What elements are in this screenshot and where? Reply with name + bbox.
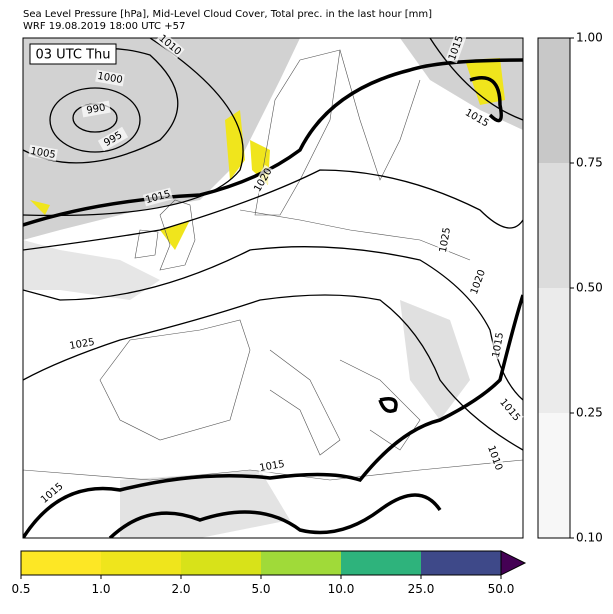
contour-label-bg [28, 144, 58, 162]
contour-label-bg [496, 395, 524, 425]
colorbar-tick-label: 2.0 [171, 582, 190, 596]
colorbar-tick-label: 5.0 [251, 582, 270, 596]
contour-label: 1025 [438, 227, 453, 254]
colorbar-segment [261, 551, 342, 575]
precip-colorbar: 0.5 1.0 2.0 5.0 10.0 25.0 50.0 [11, 550, 527, 596]
contour-label-bg [257, 457, 287, 475]
colorbar-tick-label: 50.0 [488, 582, 515, 596]
contour-label-bg [436, 225, 454, 255]
contour-label-bg [484, 442, 506, 474]
colorbar-segment [538, 38, 570, 163]
contour-label-bg [81, 100, 111, 118]
contour-label-bg [97, 126, 129, 152]
cloud-colorbar: 0.10 0.25 0.50 0.75 1.00 [537, 31, 603, 545]
cloud-area [120, 470, 290, 538]
contour-label-bg [67, 335, 97, 353]
colorbar-tick-label: 0.75 [576, 156, 603, 170]
colorbar-tick-label: 25.0 [408, 582, 435, 596]
contour-label-bg [142, 187, 174, 207]
contour-label-bg [489, 330, 507, 360]
contour-label-bg [445, 32, 467, 64]
colorbar-segment [181, 551, 262, 575]
colorbar-extend [500, 550, 527, 576]
colorbar-tick-label: 0.25 [576, 406, 603, 420]
title-line-2: WRF 19.08.2019 18:00 UTC +57 [23, 21, 185, 32]
colorbar-tick-label: 0.50 [576, 281, 603, 295]
colorbar-segment [421, 551, 502, 575]
contour-label: 1025 [69, 337, 96, 352]
contour-label-bg [250, 164, 276, 196]
colorbar-tick-label: 0.10 [576, 531, 603, 545]
colorbar-tick-label: 0.5 [11, 582, 30, 596]
time-label: 03 UTC Thu [36, 48, 111, 63]
colorbar-tick-label: 1.00 [576, 31, 603, 45]
contour-label: 1000 [96, 71, 123, 86]
contour-label: 1005 [29, 146, 56, 161]
map: 03 UTC Thu 10101000990995100510151020101… [22, 31, 524, 539]
contour-label-bg [155, 31, 185, 59]
title-line-1: Sea Level Pressure [hPa], Mid-Level Clou… [23, 9, 432, 20]
contour-label-bg [461, 105, 493, 131]
contour-label-bg [467, 266, 489, 298]
contour-label-bg [37, 479, 67, 507]
contour-label: 1015 [491, 332, 506, 359]
colorbar-segment [538, 163, 570, 288]
colorbar-segment [21, 551, 102, 575]
colorbar-segment [101, 551, 182, 575]
colorbar-segment [538, 288, 570, 413]
time-label-box [29, 43, 117, 65]
cloud-area [400, 300, 470, 420]
colorbar-tick-label: 10.0 [328, 582, 355, 596]
contour-label: 990 [86, 102, 107, 116]
colorbar-tick-label: 1.0 [91, 582, 110, 596]
cloud-area [23, 240, 160, 300]
precip-area [30, 58, 505, 250]
contour-label-bg [95, 69, 125, 87]
thick-isobars [23, 58, 523, 538]
colorbar-segment [538, 413, 570, 538]
colorbar-segment [341, 551, 422, 575]
contour-label: 1015 [259, 459, 286, 474]
map-frame [22, 37, 524, 539]
